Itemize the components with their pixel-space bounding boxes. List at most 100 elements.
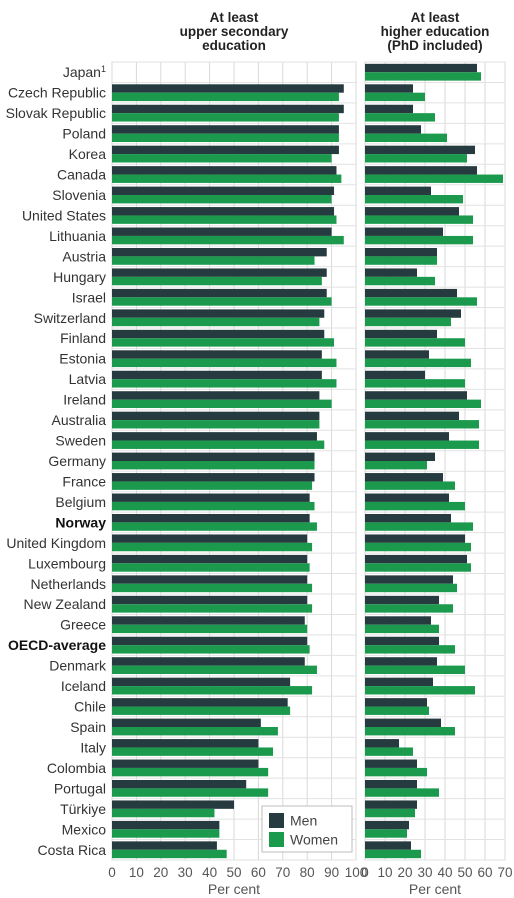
bar-men bbox=[112, 145, 339, 155]
bar-men bbox=[112, 820, 220, 830]
bar-women bbox=[112, 727, 278, 736]
bar-women bbox=[365, 297, 477, 306]
bar-men bbox=[365, 677, 433, 687]
category-label: Korea bbox=[69, 146, 107, 162]
bar-women bbox=[112, 235, 344, 245]
x-tick-label: 70 bbox=[275, 865, 290, 880]
bar-men bbox=[112, 473, 315, 482]
category-label: Türkiye bbox=[60, 801, 106, 817]
bars-layer bbox=[112, 63, 503, 859]
x-axis-label: Per cent bbox=[409, 881, 461, 897]
bar-women bbox=[365, 706, 429, 715]
x-tick-label: 0 bbox=[361, 865, 369, 880]
bar-men bbox=[112, 554, 308, 564]
bar-men bbox=[112, 432, 317, 441]
bar-men bbox=[365, 247, 437, 257]
bar-women bbox=[365, 501, 465, 511]
x-tick-label: 40 bbox=[437, 865, 452, 880]
bar-men bbox=[365, 268, 417, 277]
bar-women bbox=[365, 317, 451, 327]
category-label: Lithuania bbox=[49, 228, 106, 244]
bar-women bbox=[365, 522, 473, 531]
bar-women bbox=[112, 195, 332, 204]
bar-men bbox=[112, 350, 322, 359]
bar-women bbox=[365, 72, 481, 81]
bar-women bbox=[365, 604, 453, 613]
bar-men bbox=[112, 391, 320, 400]
bar-women bbox=[365, 215, 473, 224]
category-label: France bbox=[62, 473, 106, 489]
bar-women bbox=[365, 420, 479, 429]
bar-women bbox=[112, 317, 320, 327]
bar-men bbox=[365, 534, 465, 543]
bar-men bbox=[112, 452, 315, 461]
bar-men bbox=[365, 145, 475, 155]
category-label: Costa Rica bbox=[38, 842, 107, 858]
bar-women bbox=[365, 195, 463, 204]
bar-women bbox=[112, 256, 315, 265]
category-label: Hungary bbox=[53, 269, 106, 285]
bar-women bbox=[365, 808, 415, 818]
bar-men bbox=[112, 207, 335, 216]
bar-men bbox=[365, 288, 457, 298]
bar-women bbox=[365, 481, 455, 490]
legend-swatch-men bbox=[269, 813, 284, 828]
category-label: United Kingdom bbox=[6, 535, 106, 551]
x-axis-label: Per cent bbox=[208, 881, 260, 897]
x-tick-label: 60 bbox=[251, 865, 266, 880]
bar-men bbox=[112, 227, 332, 236]
category-label: Israel bbox=[72, 289, 106, 305]
bar-men bbox=[112, 677, 291, 687]
category-label: Luxembourg bbox=[28, 555, 106, 571]
bar-women bbox=[112, 624, 308, 634]
bar-men bbox=[365, 391, 467, 400]
bar-men bbox=[112, 309, 325, 318]
bar-women bbox=[112, 645, 310, 654]
x-tick-label: 10 bbox=[129, 865, 144, 880]
bar-men bbox=[365, 554, 467, 564]
bar-women bbox=[112, 338, 335, 347]
bar-men bbox=[365, 636, 439, 646]
bar-women bbox=[365, 829, 407, 838]
category-label: Japan1 bbox=[63, 64, 106, 80]
x-tick-label: 50 bbox=[457, 865, 472, 880]
bar-men bbox=[365, 616, 431, 625]
bar-men bbox=[112, 104, 344, 114]
bar-men bbox=[112, 759, 259, 768]
bar-women bbox=[365, 235, 473, 245]
x-tick-label: 80 bbox=[300, 865, 315, 880]
bar-women bbox=[112, 358, 337, 368]
category-label: Germany bbox=[48, 453, 106, 469]
panel-title-line: At least bbox=[411, 10, 460, 25]
x-tick-label: 20 bbox=[397, 865, 412, 880]
category-label: Mexico bbox=[62, 821, 107, 837]
bar-men bbox=[365, 493, 449, 502]
bar-men bbox=[365, 350, 429, 359]
bar-men bbox=[365, 186, 431, 195]
bar-men bbox=[112, 575, 308, 584]
bar-women bbox=[112, 276, 322, 286]
category-label: Ireland bbox=[63, 392, 106, 408]
category-label: Czech Republic bbox=[8, 85, 106, 101]
bar-women bbox=[112, 133, 339, 143]
bar-men bbox=[112, 186, 335, 195]
panel-title-line: At least bbox=[210, 10, 259, 25]
bar-women bbox=[365, 849, 421, 859]
bar-women bbox=[365, 379, 465, 388]
bar-men bbox=[365, 739, 399, 748]
category-label: Iceland bbox=[61, 678, 106, 694]
category-label: Latvia bbox=[69, 371, 107, 387]
bar-men bbox=[365, 329, 437, 339]
bar-men bbox=[365, 513, 451, 523]
bar-women bbox=[365, 399, 481, 409]
bar-men bbox=[365, 759, 417, 768]
bar-men bbox=[365, 166, 477, 175]
x-tick-label: 30 bbox=[178, 865, 193, 880]
x-tick-label: 90 bbox=[324, 865, 339, 880]
bar-men bbox=[365, 800, 417, 809]
bar-women bbox=[112, 440, 325, 449]
bar-men bbox=[112, 84, 344, 93]
panel-title-line: upper secondary bbox=[180, 24, 289, 39]
bar-men bbox=[365, 657, 437, 666]
bar-women bbox=[112, 542, 313, 552]
